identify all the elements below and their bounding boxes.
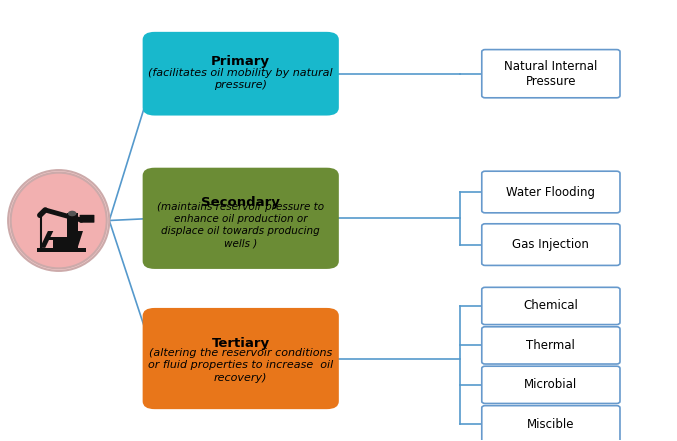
Text: (altering the reservoir conditions
or fluid properties to increase  oil
recovery: (altering the reservoir conditions or fl… — [148, 348, 333, 383]
FancyBboxPatch shape — [143, 308, 338, 409]
Text: Microbial: Microbial — [524, 378, 577, 391]
FancyBboxPatch shape — [482, 327, 620, 364]
Text: Primary: Primary — [211, 55, 270, 68]
Text: (maintains reservoir pressure to
enhance oil production or
displace oil towards : (maintains reservoir pressure to enhance… — [157, 202, 324, 249]
Text: Secondary: Secondary — [201, 196, 280, 209]
Text: Thermal: Thermal — [527, 339, 575, 352]
FancyBboxPatch shape — [482, 49, 620, 98]
FancyBboxPatch shape — [80, 215, 94, 223]
FancyBboxPatch shape — [482, 171, 620, 213]
FancyBboxPatch shape — [143, 32, 338, 116]
Bar — [67, 213, 78, 248]
Text: Natural Internal
Pressure: Natural Internal Pressure — [504, 60, 598, 88]
FancyBboxPatch shape — [482, 366, 620, 404]
Text: Tertiary: Tertiary — [212, 336, 270, 350]
Bar — [53, 237, 72, 248]
Polygon shape — [40, 231, 53, 248]
Ellipse shape — [8, 170, 109, 271]
Text: Gas Injection: Gas Injection — [512, 238, 589, 251]
FancyBboxPatch shape — [143, 168, 338, 269]
Text: Water Flooding: Water Flooding — [506, 186, 595, 198]
FancyBboxPatch shape — [482, 224, 620, 265]
Ellipse shape — [11, 172, 107, 269]
FancyBboxPatch shape — [482, 288, 620, 325]
Bar — [45, 237, 78, 240]
Text: (facilitates oil mobility by natural
pressure): (facilitates oil mobility by natural pre… — [148, 68, 333, 90]
Text: Chemical: Chemical — [523, 299, 578, 313]
FancyBboxPatch shape — [482, 406, 620, 441]
Circle shape — [68, 211, 77, 216]
Bar — [37, 248, 86, 252]
Polygon shape — [70, 231, 83, 248]
Text: Miscible: Miscible — [527, 418, 575, 431]
